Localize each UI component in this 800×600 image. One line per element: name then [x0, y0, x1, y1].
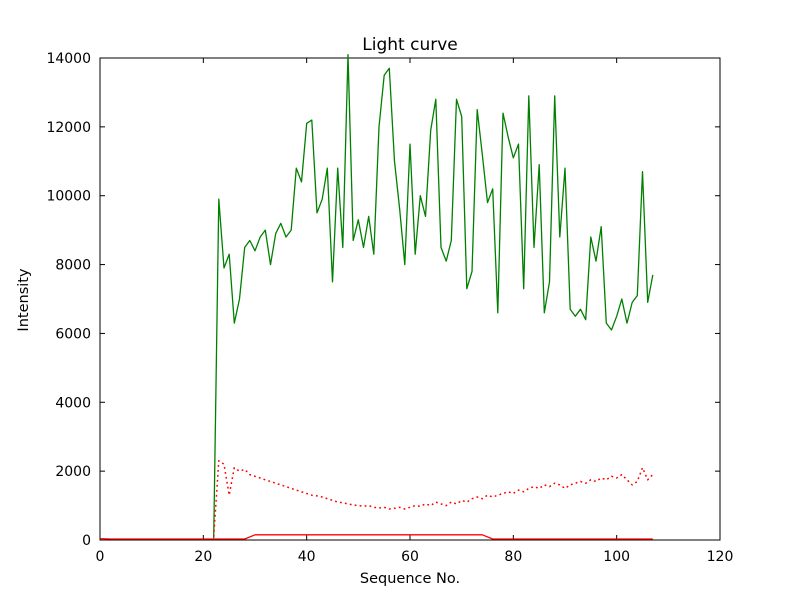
y-tick-label: 12000	[46, 120, 91, 136]
x-tick-label: 80	[504, 549, 522, 565]
series-error-dotted-red	[212, 460, 654, 537]
x-axis-label: Sequence No.	[360, 571, 460, 587]
plot-area: 0 20 40 60 80 100 120 0 2000 4000 6000 8000 10000 120…	[46, 51, 733, 565]
y-tick-label: 8000	[55, 258, 91, 274]
y-tick-label: 2000	[55, 464, 91, 480]
x-tick-label: 20	[194, 549, 212, 565]
x-tick-label: 0	[96, 549, 105, 565]
y-tick-label: 10000	[46, 189, 91, 205]
y-tick-label: 6000	[55, 326, 91, 342]
x-tick-label: 120	[707, 549, 734, 565]
x-tick-label: 60	[401, 549, 419, 565]
y-tick-label: 4000	[55, 395, 91, 411]
plot-frame	[99, 57, 721, 541]
y-axis-label: Intensity	[16, 268, 32, 332]
y-tick-label: 14000	[46, 51, 91, 67]
series-intensity-green	[213, 53, 654, 539]
series-baseline-solid-red	[99, 534, 653, 540]
x-tick-label: 40	[298, 549, 316, 565]
chart-title: Light curve	[362, 35, 457, 55]
x-tick-label: 100	[603, 549, 630, 565]
y-tick-label: 0	[82, 533, 91, 549]
